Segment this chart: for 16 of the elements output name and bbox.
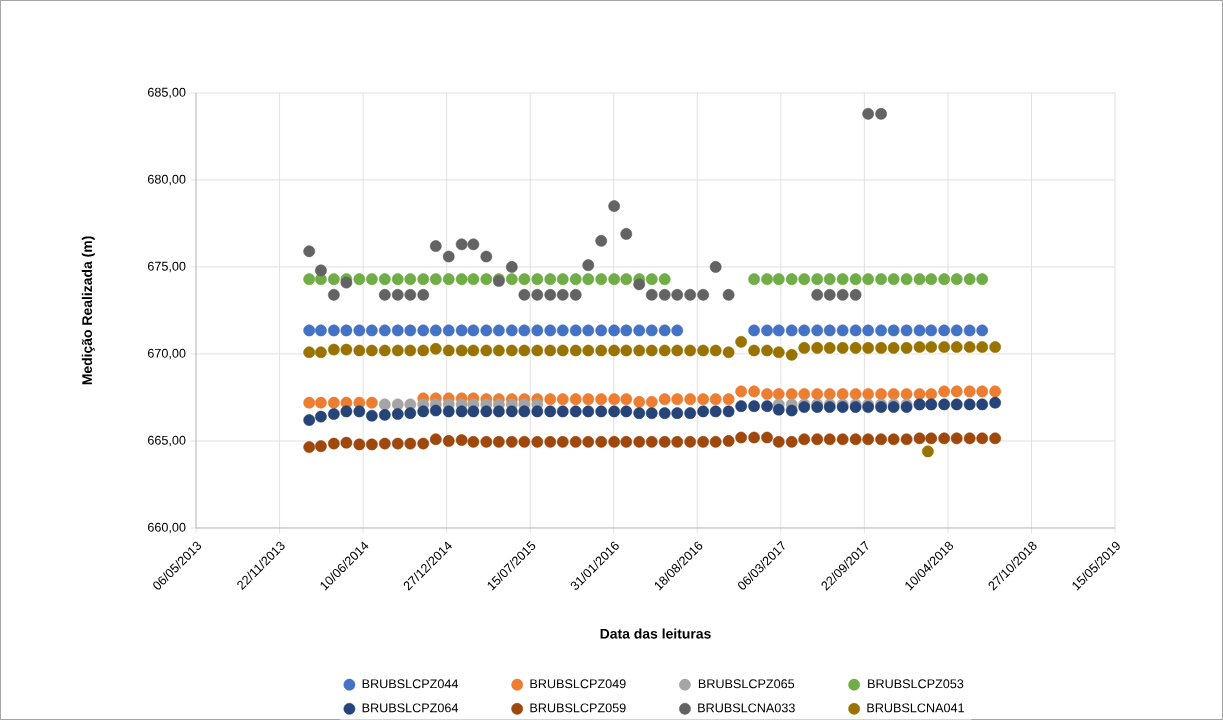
y-tick-label: 670,00 xyxy=(148,348,186,360)
legend-label: BRUBSLCPZ065 xyxy=(698,679,795,689)
legend-label: BRUBSLCNA033 xyxy=(698,703,795,713)
legend-label: BRUBSLCPZ044 xyxy=(362,679,459,689)
legend-label: BRUBSLCNA041 xyxy=(867,703,964,713)
y-axis-title: Medição Realizada (m) xyxy=(81,236,95,385)
y-tick-label: 685,00 xyxy=(148,87,186,99)
legend-label: BRUBSLCPZ049 xyxy=(530,679,626,689)
y-tick-label: 660,00 xyxy=(148,522,186,534)
legend-label: BRUBSLCPZ059 xyxy=(530,703,626,713)
y-tick-label: 675,00 xyxy=(148,261,186,273)
legend-label: BRUBSLCPZ053 xyxy=(868,679,964,689)
x-axis-title: Data das leituras xyxy=(600,628,711,639)
legend-label: BRUBSLCPZ064 xyxy=(362,703,459,713)
y-tick-label: 680,00 xyxy=(148,174,186,186)
y-tick-label: 665,00 xyxy=(148,435,186,447)
